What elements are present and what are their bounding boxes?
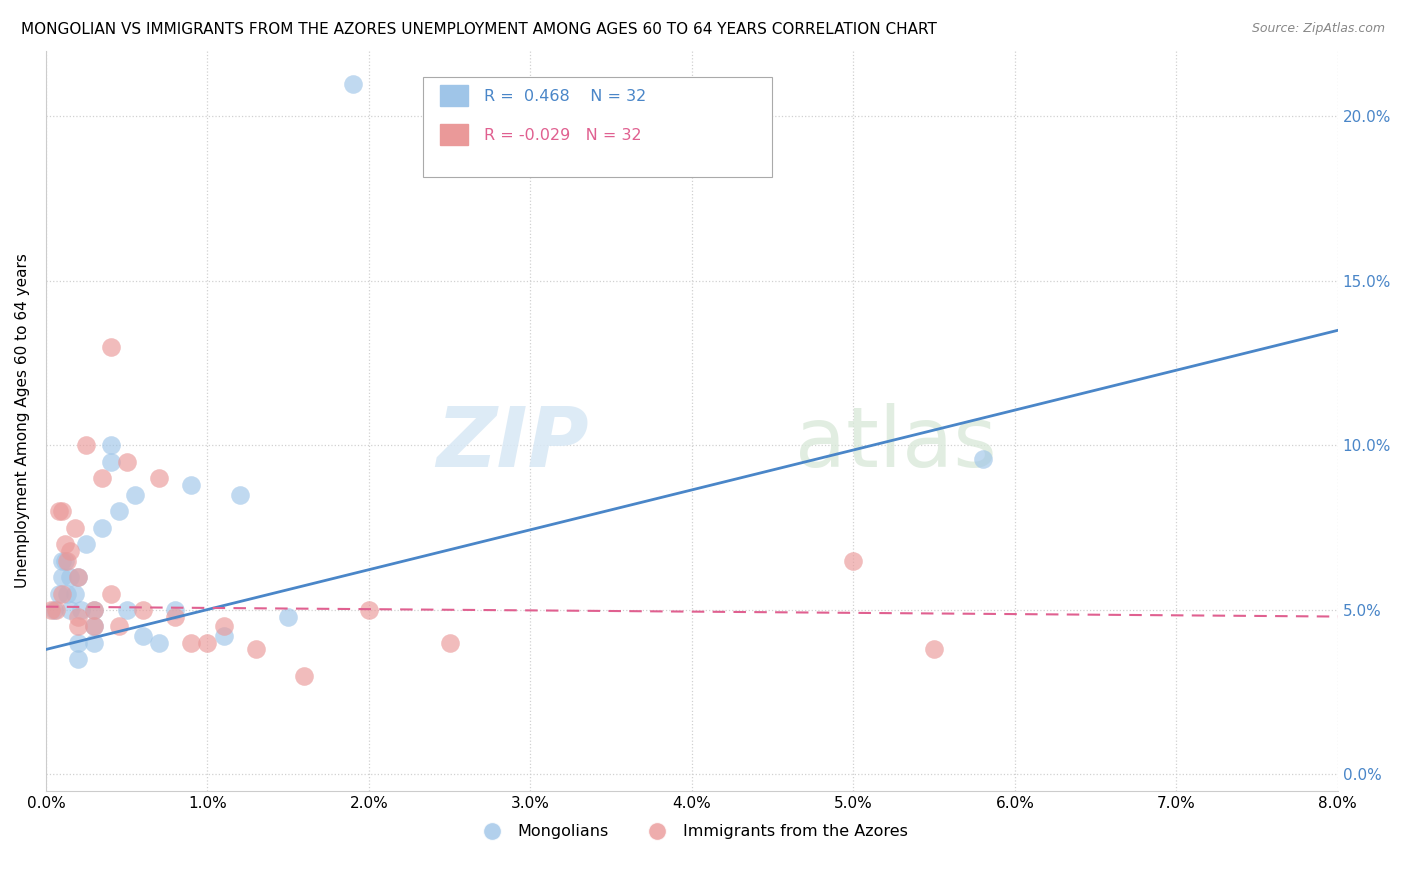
- Point: [100, 455, 122, 469]
- Point: [63, 586, 86, 600]
- Point: [922, 642, 945, 657]
- Point: [115, 603, 138, 617]
- Point: [53, 554, 76, 568]
- Text: R = -0.029   N = 32: R = -0.029 N = 32: [484, 128, 641, 143]
- Bar: [440, 85, 468, 106]
- Point: [180, 636, 202, 650]
- Text: MONGOLIAN VS IMMIGRANTS FROM THE AZORES UNEMPLOYMENT AMONG AGES 60 TO 64 YEARS C: MONGOLIAN VS IMMIGRANTS FROM THE AZORES …: [21, 22, 936, 37]
- Point: [148, 636, 170, 650]
- Point: [439, 636, 461, 650]
- Point: [48, 504, 70, 518]
- Text: atlas: atlas: [796, 402, 997, 483]
- Point: [51, 570, 73, 584]
- Point: [91, 471, 114, 485]
- Point: [107, 619, 129, 633]
- Point: [180, 478, 202, 492]
- Point: [100, 438, 122, 452]
- Point: [100, 340, 122, 354]
- Point: [100, 586, 122, 600]
- Point: [63, 521, 86, 535]
- Point: [229, 488, 252, 502]
- Point: [45, 603, 67, 617]
- Point: [42, 603, 65, 617]
- Point: [67, 570, 90, 584]
- Point: [357, 603, 380, 617]
- Point: [51, 504, 73, 518]
- Point: [83, 619, 105, 633]
- Point: [91, 521, 114, 535]
- Point: [124, 488, 146, 502]
- Point: [107, 504, 129, 518]
- Point: [51, 586, 73, 600]
- Point: [83, 603, 105, 617]
- Point: [51, 554, 73, 568]
- Point: [342, 77, 364, 91]
- Point: [245, 642, 267, 657]
- Point: [165, 603, 187, 617]
- Point: [83, 603, 105, 617]
- Point: [75, 438, 97, 452]
- Point: [67, 570, 90, 584]
- Point: [212, 619, 235, 633]
- Text: Source: ZipAtlas.com: Source: ZipAtlas.com: [1251, 22, 1385, 36]
- Point: [132, 603, 155, 617]
- Point: [56, 554, 79, 568]
- Point: [39, 603, 62, 617]
- Point: [48, 586, 70, 600]
- Point: [197, 636, 219, 650]
- Point: [59, 543, 82, 558]
- Point: [148, 471, 170, 485]
- Point: [67, 609, 90, 624]
- Bar: [440, 123, 468, 145]
- Text: R =  0.468    N = 32: R = 0.468 N = 32: [484, 89, 647, 104]
- Point: [67, 636, 90, 650]
- Point: [59, 603, 82, 617]
- Point: [56, 586, 79, 600]
- Legend: Mongolians, Immigrants from the Azores: Mongolians, Immigrants from the Azores: [470, 818, 914, 846]
- Point: [83, 636, 105, 650]
- Point: [212, 629, 235, 643]
- FancyBboxPatch shape: [423, 77, 772, 177]
- Point: [83, 619, 105, 633]
- Point: [292, 669, 315, 683]
- Point: [67, 652, 90, 666]
- Point: [277, 609, 299, 624]
- Point: [165, 609, 187, 624]
- Point: [70, 603, 93, 617]
- Y-axis label: Unemployment Among Ages 60 to 64 years: Unemployment Among Ages 60 to 64 years: [15, 253, 30, 588]
- Point: [67, 619, 90, 633]
- Point: [75, 537, 97, 551]
- Point: [115, 455, 138, 469]
- Point: [53, 537, 76, 551]
- Point: [59, 570, 82, 584]
- Point: [972, 451, 994, 466]
- Text: ZIP: ZIP: [436, 402, 589, 483]
- Point: [842, 554, 865, 568]
- Point: [132, 629, 155, 643]
